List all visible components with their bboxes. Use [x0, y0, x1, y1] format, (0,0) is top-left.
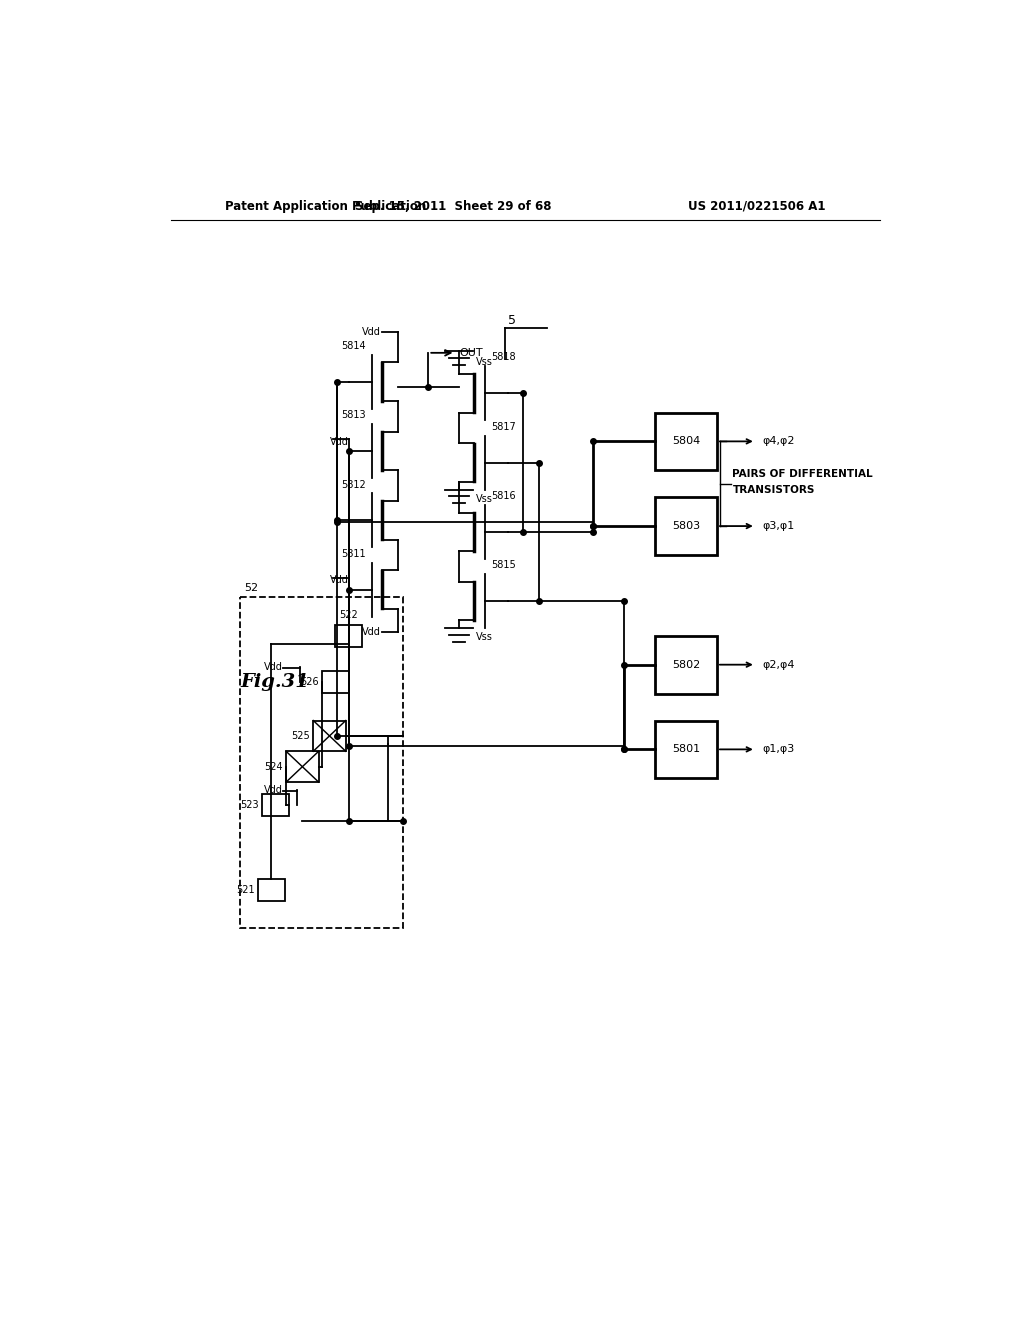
Text: 5812: 5812	[341, 479, 366, 490]
Text: 5818: 5818	[490, 352, 515, 363]
Bar	[335, 626, 362, 647]
Text: 5811: 5811	[341, 549, 366, 558]
Text: 5816: 5816	[490, 491, 515, 502]
Text: Vss: Vss	[476, 494, 493, 504]
Bar	[241, 597, 403, 928]
Text: 524: 524	[264, 762, 283, 772]
Text: Vdd: Vdd	[264, 785, 283, 795]
Text: Vdd: Vdd	[264, 661, 283, 672]
Text: Vdd: Vdd	[361, 627, 381, 638]
Text: 5803: 5803	[672, 521, 700, 531]
Text: 523: 523	[240, 800, 259, 810]
Text: 521: 521	[237, 884, 255, 895]
Text: 5815: 5815	[490, 561, 515, 570]
Text: 5814: 5814	[341, 341, 366, 351]
Bar	[262, 795, 289, 816]
Text: 526: 526	[300, 677, 319, 686]
Text: φ3,φ1: φ3,φ1	[762, 521, 795, 531]
Text: 522: 522	[340, 610, 358, 620]
Text: 5804: 5804	[672, 437, 700, 446]
Text: 525: 525	[292, 731, 310, 741]
Text: Sep. 15, 2011  Sheet 29 of 68: Sep. 15, 2011 Sheet 29 of 68	[355, 199, 552, 213]
Bar	[286, 751, 318, 781]
Text: φ2,φ4: φ2,φ4	[762, 660, 795, 669]
Text: Vss: Vss	[476, 358, 493, 367]
Bar	[323, 671, 349, 693]
Text: Vdd: Vdd	[361, 326, 381, 337]
Text: 5802: 5802	[672, 660, 700, 669]
Bar	[655, 636, 717, 693]
Text: Vdd: Vdd	[330, 437, 349, 446]
Text: φ4,φ2: φ4,φ2	[762, 437, 795, 446]
Text: US 2011/0221506 A1: US 2011/0221506 A1	[688, 199, 825, 213]
Text: Fig.31: Fig.31	[241, 673, 309, 690]
Text: 5: 5	[508, 314, 516, 326]
Text: PAIRS OF DIFFERENTIAL: PAIRS OF DIFFERENTIAL	[732, 470, 873, 479]
Text: 5813: 5813	[341, 411, 366, 420]
Bar	[655, 498, 717, 554]
Text: Vss: Vss	[476, 632, 493, 643]
Text: Patent Application Publication: Patent Application Publication	[225, 199, 426, 213]
Bar	[313, 721, 346, 751]
Bar	[258, 879, 285, 900]
Text: φ1,φ3: φ1,φ3	[762, 744, 795, 754]
Text: 5817: 5817	[490, 422, 515, 432]
Text: Vdd: Vdd	[330, 576, 349, 585]
Bar	[655, 412, 717, 470]
Bar	[655, 721, 717, 779]
Text: 5801: 5801	[672, 744, 700, 754]
Text: OUT: OUT	[460, 348, 483, 358]
Text: TRANSISTORS: TRANSISTORS	[732, 484, 815, 495]
Text: 52: 52	[245, 583, 258, 593]
